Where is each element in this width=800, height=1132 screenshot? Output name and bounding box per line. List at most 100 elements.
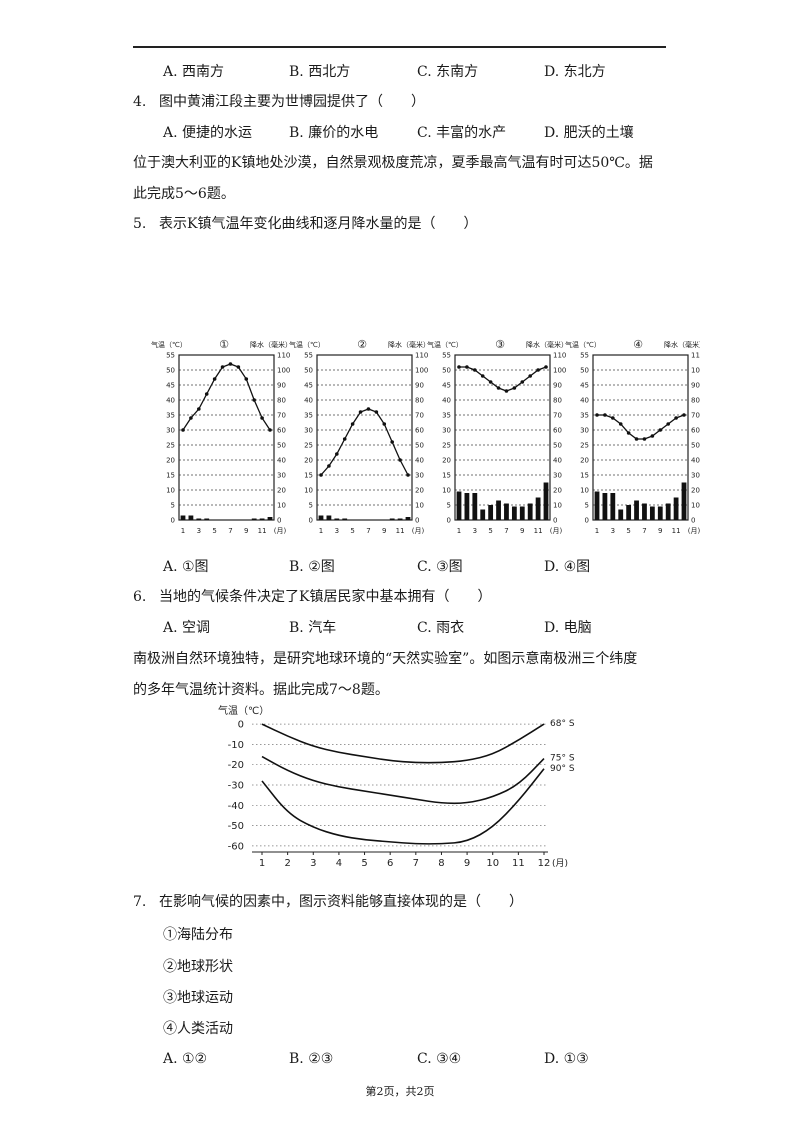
- option-d[interactable]: D. 电脑: [544, 620, 592, 636]
- precip-bar: [405, 517, 411, 520]
- x-tick-label: 3: [473, 527, 477, 535]
- x-tick-label: 11: [672, 527, 681, 535]
- temperature-line: [459, 366, 547, 392]
- option-a[interactable]: A. ①图: [163, 559, 209, 575]
- precip-tick-label: 10: [691, 502, 700, 510]
- option-d[interactable]: D. ④图: [544, 559, 591, 575]
- option-c[interactable]: C. ③④: [417, 1051, 462, 1067]
- option-d[interactable]: D. ①③: [544, 1051, 589, 1067]
- temperature-point: [634, 437, 639, 441]
- precip-bar: [196, 518, 202, 520]
- temperature-point: [536, 368, 540, 372]
- x-tick-label: 5: [488, 527, 492, 535]
- temperature-point: [358, 410, 363, 414]
- x-tick-label: 5: [626, 527, 630, 535]
- precip-bar: [267, 517, 273, 520]
- left-axis-title: 气温（℃）: [289, 340, 325, 349]
- option-c[interactable]: C. 丰富的水产: [417, 125, 507, 141]
- temp-tick-label: 40: [442, 397, 451, 405]
- x-tick-label: 11: [534, 527, 543, 535]
- x-tick-label: 9: [520, 527, 524, 535]
- temp-tick-label: 25: [442, 442, 451, 450]
- option-a[interactable]: A. 便捷的水运: [163, 125, 253, 141]
- x-tick-label: 2: [284, 858, 290, 869]
- right-axis-title: 降水（毫米）: [388, 340, 430, 349]
- option-d[interactable]: D. 肥沃的土壤: [544, 125, 634, 141]
- temperature-line: [182, 363, 271, 431]
- x-tick-label: 10: [486, 858, 499, 869]
- option-a[interactable]: A. 西南方: [163, 64, 225, 80]
- series-label: 68° S: [550, 719, 575, 729]
- temp-tick-label: 55: [580, 352, 589, 360]
- temp-tick-label: 45: [304, 382, 313, 390]
- y-tick-label: -30: [228, 781, 244, 792]
- y-tick-label: -40: [228, 801, 244, 812]
- option-c[interactable]: C. 雨衣: [417, 620, 465, 636]
- precip-tick-label: 50: [553, 442, 562, 450]
- option-b[interactable]: B. 西北方: [289, 64, 351, 80]
- option-a[interactable]: A. ①②: [163, 1051, 208, 1067]
- option-d[interactable]: D. 东北方: [544, 64, 606, 80]
- temp-tick-label: 20: [304, 457, 313, 465]
- precip-tick-label: 90: [691, 382, 700, 390]
- temp-tick-label: 10: [166, 487, 175, 495]
- temperature-point: [220, 365, 225, 369]
- intro-k-line1: 位于澳大利亚的K镇地处沙漠，自然景观极度荒凉，夏季最高气温有时可达50℃。据: [133, 155, 653, 171]
- precip-tick-label: 80: [553, 397, 562, 405]
- precip-tick-label: 20: [415, 487, 424, 495]
- temp-tick-label: 55: [304, 352, 313, 360]
- option-b[interactable]: B. ②③: [289, 1051, 334, 1067]
- temperature-point: [406, 473, 410, 477]
- temperature-point: [197, 407, 201, 411]
- option-b[interactable]: B. 汽车: [289, 620, 337, 636]
- precip-bar: [634, 500, 639, 520]
- temp-tick-label: 0: [309, 517, 313, 525]
- temp-tick-label: 35: [442, 412, 451, 420]
- temp-tick-label: 5: [447, 502, 451, 510]
- temperature-point: [650, 434, 655, 438]
- precip-tick-label: 40: [415, 457, 424, 465]
- option-c[interactable]: C. 东南方: [417, 64, 479, 80]
- precip-bar: [519, 506, 525, 520]
- option-b[interactable]: B. 廉价的水电: [289, 125, 379, 141]
- precip-tick-label: 40: [277, 457, 286, 465]
- temperature-point: [595, 413, 599, 417]
- precip-bar: [472, 493, 478, 520]
- precip-bar: [657, 506, 663, 520]
- panel-label: ④: [633, 338, 643, 351]
- precip-bar: [610, 493, 616, 520]
- precip-bar: [626, 505, 632, 520]
- option-a[interactable]: A. 空调: [163, 620, 211, 636]
- temp-tick-label: 15: [166, 472, 175, 480]
- temp-tick-label: 5: [171, 502, 175, 510]
- precip-bar: [204, 518, 210, 520]
- precip-tick-label: 60: [415, 427, 424, 435]
- precip-bar: [397, 518, 403, 520]
- x-tick-label: 3: [611, 527, 615, 535]
- precip-tick-label: 60: [277, 427, 286, 435]
- precip-bar: [389, 518, 395, 520]
- temperature-point: [212, 377, 217, 381]
- y-tick-label: -10: [228, 740, 244, 751]
- temp-tick-label: 30: [442, 427, 451, 435]
- question-text: 当地的气候条件决定了K镇居民家中基本拥有（ ）: [159, 589, 492, 605]
- precip-tick-label: 50: [691, 442, 700, 450]
- x-tick-label: 11: [396, 527, 405, 535]
- x-tick-label: 6: [387, 858, 393, 869]
- precip-tick-label: 40: [553, 457, 562, 465]
- x-tick-label: 7: [642, 527, 646, 535]
- temperature-point: [504, 389, 509, 393]
- precip-tick-label: 100: [415, 367, 428, 375]
- temperature-point: [457, 365, 461, 369]
- option-b[interactable]: B. ②图: [289, 559, 335, 575]
- precip-tick-label: 100: [277, 367, 290, 375]
- option-c[interactable]: C. ③图: [417, 559, 463, 575]
- left-axis-title: 气温（℃）: [151, 340, 187, 349]
- x-tick-label: 1: [259, 858, 265, 869]
- temperature-point: [674, 416, 678, 420]
- temp-tick-label: 20: [166, 457, 175, 465]
- question-text: 图中黄浦江段主要为世博园提供了（ ）: [159, 94, 425, 110]
- temp-tick-label: 30: [580, 427, 589, 435]
- x-tick-label: 1: [457, 527, 461, 535]
- temperature-point: [611, 416, 615, 420]
